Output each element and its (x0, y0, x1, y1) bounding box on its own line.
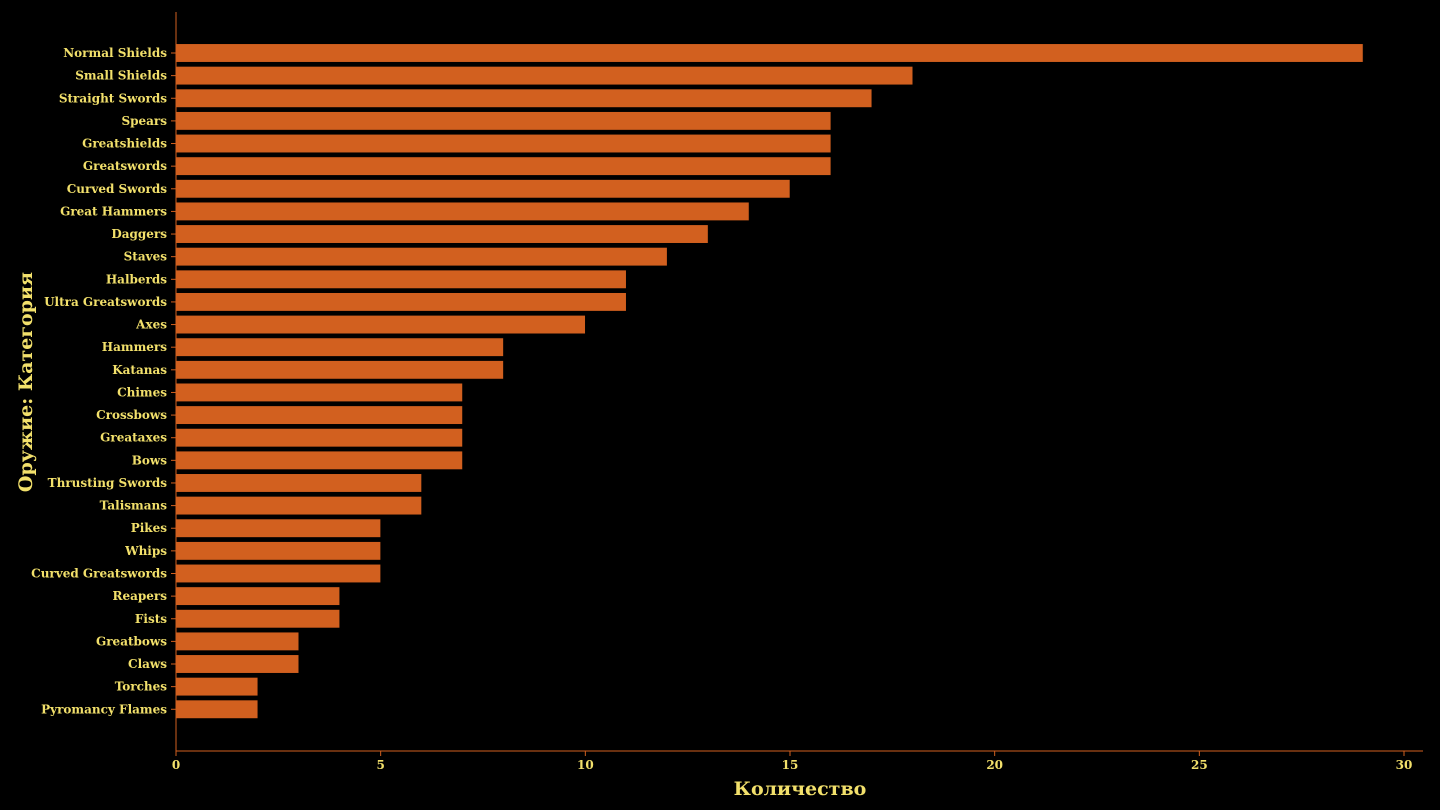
bar-claws (175, 654, 300, 674)
bars-layer (175, 43, 1364, 719)
y-tick-label: Axes (135, 318, 167, 332)
y-tick-label: Curved Swords (67, 182, 167, 196)
x-tick-label: 0 (172, 758, 180, 772)
y-tick-label: Straight Swords (59, 91, 167, 105)
bar-spears (175, 111, 832, 131)
y-tick-label: Halberds (106, 272, 167, 286)
bar-straight-swords (175, 88, 873, 108)
y-tick-label: Hammers (102, 340, 167, 354)
bar-daggers (175, 224, 709, 244)
bar-chimes (175, 382, 463, 403)
y-tick-label: Ultra Greatswords (44, 295, 167, 309)
y-tick-label: Pikes (131, 521, 168, 535)
y-tick-label: Spears (121, 114, 167, 128)
x-tick-label: 15 (782, 758, 799, 772)
bar-greatbows (175, 631, 300, 651)
bar-fists (175, 609, 341, 629)
bar-talismans (175, 496, 422, 516)
x-tick-label: 5 (376, 758, 384, 772)
bar-axes (175, 315, 586, 335)
y-tick-label: Great Hammers (60, 204, 167, 218)
bar-pikes (175, 518, 381, 538)
x-axis-title: Количество (734, 778, 867, 800)
bar-whips (175, 541, 381, 561)
bar-ultra-greatswords (175, 292, 627, 312)
y-tick-label: Torches (115, 680, 168, 694)
y-tick-label: Talismans (100, 499, 168, 513)
y-tick-label: Greataxes (100, 431, 167, 445)
y-tick-label: Claws (128, 657, 167, 671)
bar-small-shields (175, 66, 914, 86)
bar-bows (175, 450, 463, 470)
y-tick-label: Katanas (112, 363, 167, 377)
x-tick-label: 30 (1396, 758, 1413, 772)
y-tick-label: Curved Greatswords (31, 566, 167, 580)
axes-layer: Normal Shields Small Shields Straight Swor… (31, 12, 1423, 772)
y-tick-label: Pyromancy Flames (41, 702, 167, 716)
y-axis-title: Оружие: Категория (15, 272, 37, 492)
bar-crossbows (175, 405, 463, 425)
y-tick-label: Greatswords (83, 159, 167, 173)
bar-pyromancy-flames (175, 699, 259, 719)
bar-staves (175, 247, 668, 267)
bar-halberds (175, 269, 627, 289)
y-tick-label: Normal Shields (63, 46, 167, 60)
y-tick-label: Bows (132, 453, 167, 467)
x-tick-label: 25 (1191, 758, 1208, 772)
y-tick-label: Thrusting Swords (48, 476, 168, 490)
y-tick-label: Small Shields (75, 69, 167, 83)
y-tick-label: Reapers (113, 589, 168, 603)
bar-greatswords (175, 156, 832, 176)
y-tick-label: Crossbows (96, 408, 167, 422)
x-tick-label: 20 (986, 758, 1003, 772)
bar-normal-shields (175, 43, 1364, 63)
bar-torches (175, 677, 259, 697)
y-tick-label: Whips (124, 544, 167, 558)
bar-thrusting-swords (175, 473, 422, 493)
y-tick-label: Daggers (111, 227, 167, 241)
y-tick-label: Fists (135, 612, 167, 626)
bar-curved-swords (175, 179, 791, 199)
bar-curved-greatswords (175, 563, 381, 584)
y-tick-label: Greatshields (82, 137, 167, 151)
bar-great-hammers (175, 201, 750, 221)
bar-reapers (175, 586, 341, 606)
bar-greataxes (175, 428, 463, 448)
y-tick-label: Greatbows (96, 634, 167, 648)
bar-katanas (175, 360, 504, 380)
bar-hammers (175, 337, 504, 357)
y-tick-label: Staves (124, 250, 168, 264)
bar-greatshields (175, 133, 832, 154)
y-tick-label: Chimes (117, 385, 167, 399)
x-tick-label: 10 (577, 758, 594, 772)
